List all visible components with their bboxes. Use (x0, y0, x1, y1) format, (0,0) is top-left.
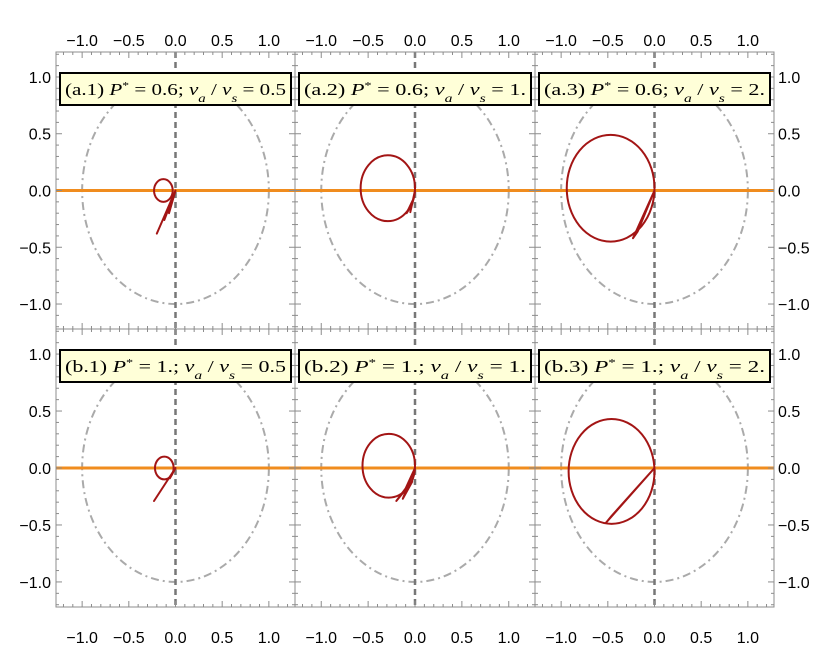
y-tick-label-left: 1.0 (29, 70, 51, 87)
x-tick-label-top: 1.0 (258, 33, 280, 50)
trajectory-loop (361, 432, 416, 499)
frame-ticks (535, 52, 774, 329)
frame-ticks (56, 329, 295, 607)
y-tick-label-left: −0.5 (19, 518, 51, 535)
y-tick-label-right: −0.5 (778, 240, 810, 257)
trajectory-loop (359, 154, 416, 223)
y-tick-label-left: 0.5 (29, 127, 51, 144)
x-tick-label-bottom: −1.0 (545, 630, 577, 647)
panel-label-box (538, 72, 771, 106)
x-tick-label-top: −1.0 (66, 33, 98, 50)
x-tick-label-bottom: −1.0 (305, 630, 337, 647)
trajectory-tail (395, 467, 416, 502)
trajectory-loop (153, 178, 174, 203)
panel-label-box (538, 349, 771, 383)
y-tick-label-right: −0.5 (778, 518, 810, 535)
trajectory-tail (405, 190, 416, 215)
trajectory-tail (155, 189, 177, 235)
x-tick-label-top: −1.0 (545, 33, 577, 50)
x-tick-label-bottom: 0.0 (164, 630, 186, 647)
x-tick-label-bottom: −0.5 (113, 630, 145, 647)
x-tick-label-bottom: −0.5 (592, 630, 624, 647)
x-tick-label-bottom: 1.0 (258, 630, 280, 647)
x-tick-label-top: 1.0 (498, 33, 520, 50)
x-tick-label-bottom: 0.0 (404, 630, 426, 647)
y-tick-label-left: 0.0 (29, 461, 51, 478)
y-tick-label-right: 1.0 (778, 70, 800, 87)
panel-label-box (59, 349, 292, 383)
y-tick-label-left: 0.0 (29, 184, 51, 201)
trajectory-tail (632, 190, 656, 240)
x-tick-label-top: 0.5 (690, 33, 712, 50)
x-tick-label-bottom: −0.5 (352, 630, 384, 647)
tick-labels-layer: −1.0 −1.0 −0.5 −0.5 0.0 0.0 0.5 0.5 1.0 1.0 −1.0 −1… (19, 33, 809, 647)
panel-label-box (298, 72, 532, 106)
frame-ticks (295, 329, 535, 607)
x-tick-label-top: 1.0 (737, 33, 759, 50)
x-tick-label-top: 0.0 (643, 33, 665, 50)
x-tick-label-top: 0.0 (404, 33, 426, 50)
y-tick-label-right: 1.0 (778, 347, 800, 364)
x-tick-label-top: 0.0 (164, 33, 186, 50)
x-tick-label-bottom: 0.5 (451, 630, 473, 647)
trajectory-tail (605, 467, 656, 524)
panel-label-box (298, 349, 532, 383)
y-tick-label-left: 0.5 (29, 404, 51, 421)
trajectory-loop (565, 133, 656, 243)
x-tick-label-top: 0.5 (451, 33, 473, 50)
x-tick-label-bottom: 0.5 (211, 630, 233, 647)
y-tick-label-left: 1.0 (29, 347, 51, 364)
x-tick-label-bottom: 1.0 (737, 630, 759, 647)
y-tick-label-right: 0.5 (778, 127, 800, 144)
x-tick-label-top: −0.5 (352, 33, 384, 50)
x-tick-label-bottom: 0.0 (643, 630, 665, 647)
trajectory-loop (153, 455, 175, 481)
y-tick-label-right: 0.5 (778, 404, 800, 421)
y-tick-label-right: −1.0 (778, 575, 810, 592)
panel-label-box (59, 72, 292, 106)
y-tick-label-left: −1.0 (19, 297, 51, 314)
x-tick-label-top: −0.5 (113, 33, 145, 50)
trajectory-tail (153, 467, 177, 502)
y-tick-label-left: −1.0 (19, 575, 51, 592)
x-tick-label-top: −1.0 (305, 33, 337, 50)
x-tick-label-bottom: 1.0 (498, 630, 520, 647)
x-tick-label-bottom: −1.0 (66, 630, 98, 647)
frame-ticks (535, 329, 774, 607)
y-tick-label-right: 0.0 (778, 184, 800, 201)
x-tick-label-top: 0.5 (211, 33, 233, 50)
y-tick-label-left: −0.5 (19, 240, 51, 257)
x-tick-label-top: −0.5 (592, 33, 624, 50)
trajectory-loop (567, 418, 656, 525)
y-tick-label-right: 0.0 (778, 461, 800, 478)
y-tick-label-right: −1.0 (778, 297, 810, 314)
x-tick-label-bottom: 0.5 (690, 630, 712, 647)
